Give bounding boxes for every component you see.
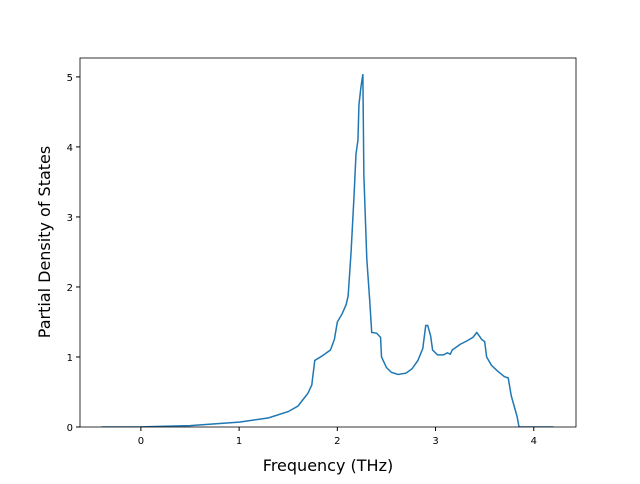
- y-axis-label: Partial Density of States: [35, 146, 54, 338]
- y-tick-label: 1: [67, 353, 73, 364]
- x-tick-label: 2: [334, 436, 340, 447]
- y-tick-label: 3: [67, 213, 73, 224]
- y-tick-label: 0: [67, 423, 73, 434]
- x-tick-label: 0: [138, 436, 144, 447]
- y-tick-label: 4: [67, 143, 73, 154]
- y-tick-label: 5: [67, 73, 73, 84]
- x-tick-label: 3: [432, 436, 438, 447]
- x-tick-label: 4: [531, 436, 537, 447]
- x-axis-label: Frequency (THz): [263, 456, 393, 475]
- data-line: [101, 73, 554, 427]
- y-tick-label: 2: [67, 283, 73, 294]
- x-tick-label: 1: [236, 436, 242, 447]
- plot-frame: [79, 57, 577, 428]
